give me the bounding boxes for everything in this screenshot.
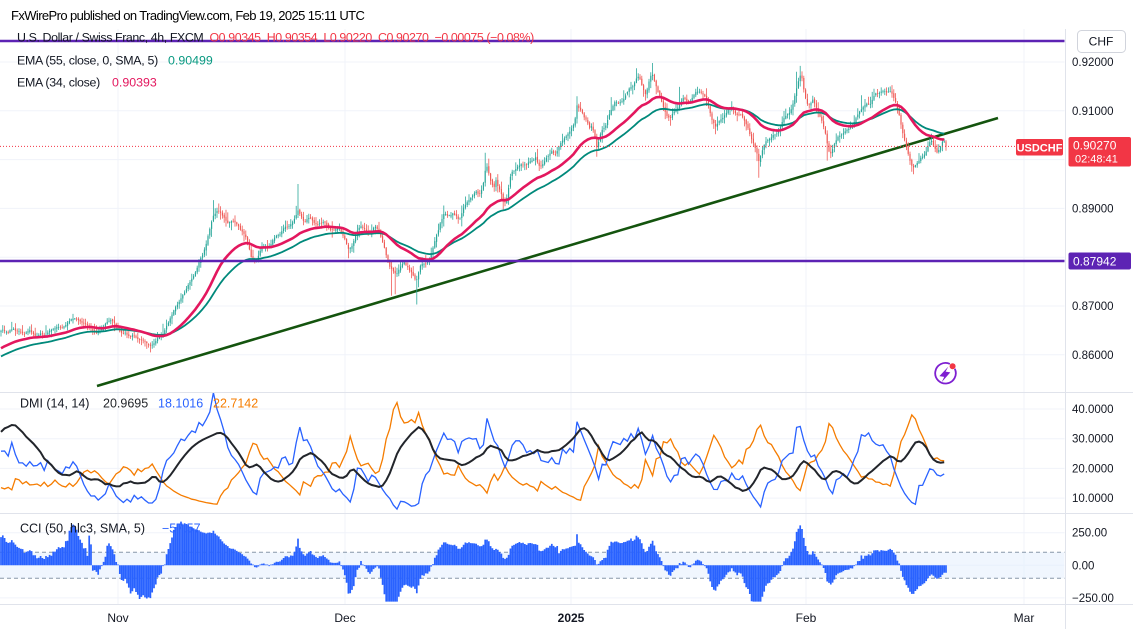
- svg-text:40.0000: 40.0000: [1072, 404, 1114, 416]
- svg-text:0.89000: 0.89000: [1072, 203, 1114, 215]
- svg-text:0.90499: 0.90499: [168, 54, 213, 68]
- svg-text:2025: 2025: [558, 611, 585, 625]
- svg-text:18.1016: 18.1016: [158, 397, 203, 411]
- svg-text:0.00: 0.00: [1072, 560, 1094, 572]
- svg-text:Feb: Feb: [796, 611, 817, 625]
- svg-text:02:48:41: 02:48:41: [1075, 154, 1118, 166]
- svg-text:0.92000: 0.92000: [1072, 57, 1114, 69]
- svg-text:20.0000: 20.0000: [1072, 463, 1114, 475]
- svg-text:250.00: 250.00: [1072, 528, 1107, 540]
- svg-text:U.S. Dollar / Swiss Franc, 4h,: U.S. Dollar / Swiss Franc, 4h, FXCM O0.9…: [17, 31, 534, 45]
- svg-text:0.90393: 0.90393: [112, 76, 157, 90]
- svg-text:USDCHF: USDCHF: [1017, 143, 1063, 155]
- svg-text:CHF: CHF: [1089, 35, 1114, 49]
- svg-text:22.7142: 22.7142: [213, 397, 258, 411]
- svg-text:0.87942: 0.87942: [1073, 255, 1117, 269]
- svg-text:EMA (34, close): EMA (34, close): [17, 76, 100, 90]
- svg-text:30.0000: 30.0000: [1072, 434, 1114, 446]
- svg-text:FxWirePro published on Trading: FxWirePro published on TradingView.com, …: [11, 8, 364, 23]
- svg-text:0.90270: 0.90270: [1073, 139, 1117, 153]
- svg-text:Nov: Nov: [107, 611, 128, 625]
- svg-text:0.86000: 0.86000: [1072, 350, 1114, 362]
- svg-text:0.87000: 0.87000: [1072, 301, 1114, 313]
- svg-text:20.9695: 20.9695: [103, 397, 148, 411]
- svg-text:CCI (50, hlc3, SMA, 5): CCI (50, hlc3, SMA, 5): [20, 522, 145, 536]
- svg-text:Mar: Mar: [1014, 611, 1035, 625]
- svg-text:10.0000: 10.0000: [1072, 493, 1114, 505]
- svg-text:EMA (55, close, 0, SMA, 5): EMA (55, close, 0, SMA, 5): [17, 54, 158, 68]
- svg-text:−57.57: −57.57: [162, 522, 201, 536]
- svg-text:DMI (14, 14): DMI (14, 14): [20, 397, 89, 411]
- svg-text:Dec: Dec: [334, 611, 355, 625]
- svg-text:−250.00: −250.00: [1072, 593, 1114, 605]
- svg-text:0.91000: 0.91000: [1072, 106, 1114, 118]
